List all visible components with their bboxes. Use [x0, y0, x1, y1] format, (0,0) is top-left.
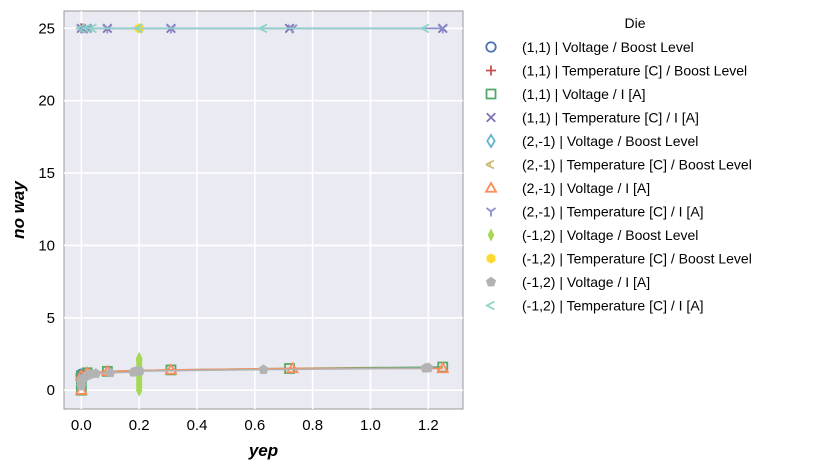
x-tick-label: 0.0	[71, 417, 92, 434]
y-tick-label: 25	[38, 20, 55, 37]
data-point	[436, 361, 450, 374]
y-tick-label: 0	[47, 382, 55, 399]
legend-label: (-1,2) | Temperature [C] / I [A]	[522, 298, 704, 314]
legend-label: (-1,2) | Voltage / I [A]	[522, 274, 650, 290]
data-point	[134, 365, 145, 376]
legend-marker	[484, 181, 498, 193]
legend-item: (2,-1) | Voltage / I [A]	[484, 180, 650, 196]
legend-label: (1,1) | Voltage / I [A]	[522, 86, 645, 102]
y-axis-title: no way	[9, 180, 28, 239]
legend-item: (2,-1) | Temperature [C] / Boost Level	[485, 157, 752, 173]
legend-label: (-1,2) | Temperature [C] / Boost Level	[522, 251, 752, 267]
y-tick-label: 5	[47, 310, 55, 327]
legend-item: (1,1) | Temperature [C] / I [A]	[486, 110, 699, 126]
data-point	[81, 23, 92, 34]
legend-item: (-1,2) | Temperature [C] / I [A]	[485, 298, 704, 314]
legend-marker	[486, 112, 496, 123]
x-tick-label: 1.0	[360, 417, 381, 434]
plot-area	[63, 10, 464, 410]
legend-title: Die	[624, 15, 645, 31]
x-tick-label: 1.2	[418, 417, 439, 434]
legend-marker	[486, 133, 496, 149]
data-point	[164, 363, 178, 375]
legend-marker	[485, 88, 497, 100]
legend-label: (2,-1) | Temperature [C] / Boost Level	[522, 157, 752, 173]
legend-label: (-1,2) | Voltage / Boost Level	[522, 227, 698, 243]
legend-label: (2,-1) | Voltage / I [A]	[522, 180, 650, 196]
series-12	[75, 23, 430, 34]
data-point	[419, 23, 430, 34]
data-point	[75, 23, 86, 34]
legend-marker	[485, 300, 495, 311]
legend-item: (-1,2) | Voltage / Boost Level	[487, 227, 698, 243]
data-point	[423, 362, 434, 373]
legend-label: (2,-1) | Voltage / Boost Level	[522, 133, 698, 149]
legend-label: (1,1) | Temperature [C] / I [A]	[522, 110, 699, 126]
legend-item: (1,1) | Voltage / Boost Level	[485, 39, 694, 55]
data-point	[133, 23, 144, 34]
legend-marker	[486, 65, 496, 76]
legend-item: (-1,2) | Voltage / I [A]	[485, 274, 650, 290]
data-point	[105, 367, 116, 378]
legend-item: (2,-1) | Voltage / Boost Level	[486, 133, 698, 149]
legend: Die (1,1) | Voltage / Boost Level (1,1) |…	[484, 15, 752, 314]
tick-labels: 0.0 0.2 0.4 0.6 0.8 1.0 1.2 0 5 10 15 20 25	[38, 20, 438, 434]
data-point	[87, 23, 97, 34]
legend-marker	[485, 159, 495, 170]
legend-item: (1,1) | Voltage / I [A]	[485, 86, 645, 102]
series-group	[74, 23, 450, 397]
y-tick-label: 20	[38, 93, 55, 110]
data-point	[285, 361, 299, 374]
series-11	[76, 362, 434, 391]
x-tick-label: 0.6	[244, 417, 265, 434]
legend-item: (2,-1) | Temperature [C] / I [A]	[485, 204, 704, 220]
data-point	[135, 351, 143, 365]
legend-marker	[487, 228, 495, 242]
legend-label: (1,1) | Temperature [C] / Boost Level	[522, 63, 747, 79]
legend-marker	[486, 253, 496, 264]
data-point	[437, 24, 448, 34]
legend-marker	[485, 276, 497, 287]
legend-item: (1,1) | Temperature [C] / Boost Level	[486, 63, 747, 79]
x-tick-label: 0.8	[302, 417, 323, 434]
y-tick-label: 15	[38, 165, 55, 182]
x-tick-label: 0.2	[129, 417, 150, 434]
x-tick-label: 0.4	[187, 417, 208, 434]
data-point	[258, 364, 269, 374]
x-axis-title: yep	[248, 441, 278, 460]
legend-label: (2,-1) | Temperature [C] / I [A]	[522, 204, 704, 220]
legend-marker	[485, 207, 497, 217]
y-tick-label: 10	[38, 237, 55, 254]
data-point	[257, 23, 268, 34]
legend-label: (1,1) | Voltage / Boost Level	[522, 39, 694, 55]
data-point	[90, 368, 101, 378]
legend-item: (-1,2) | Temperature [C] / Boost Level	[486, 251, 752, 267]
legend-marker	[485, 41, 497, 53]
